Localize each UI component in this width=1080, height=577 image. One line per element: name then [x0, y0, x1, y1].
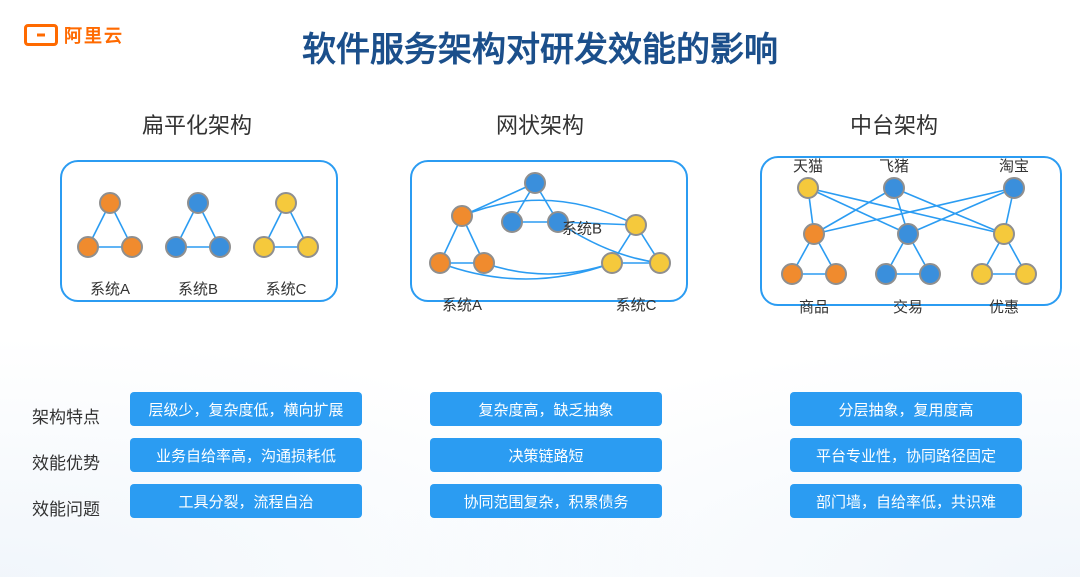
- graph-node: [601, 252, 623, 274]
- graph-node: [297, 236, 319, 258]
- graph-node: [993, 223, 1015, 245]
- graph-node: [825, 263, 847, 285]
- row-label-1: 效能优势: [32, 449, 100, 474]
- pill-r1-c2: 平台专业性，协同路径固定: [790, 438, 1022, 472]
- cluster-label: 系统B: [178, 278, 218, 299]
- cluster-label: 系统C: [616, 294, 657, 315]
- graph-node: [1015, 263, 1037, 285]
- graph-node: [473, 252, 495, 274]
- pill-r2-c2: 部门墙，自给率低，共识难: [790, 484, 1022, 518]
- pill-r2-c0: 工具分裂，流程自治: [130, 484, 362, 518]
- pill-r1-c0: 业务自给率高，沟通损耗低: [130, 438, 362, 472]
- graph-node: [99, 192, 121, 214]
- pill-r0-c2: 分层抽象，复用度高: [790, 392, 1022, 426]
- cluster-label: 优惠: [989, 296, 1019, 317]
- graph-node: [883, 177, 905, 199]
- pill-r0-c1: 复杂度高，缺乏抽象: [430, 392, 662, 426]
- cluster-label: 系统C: [266, 278, 307, 299]
- cluster-label: 商品: [799, 296, 829, 317]
- row-label-2: 效能问题: [32, 495, 100, 520]
- graph-node: [781, 263, 803, 285]
- graph-node: [897, 223, 919, 245]
- graph-node: [121, 236, 143, 258]
- graph-node: [275, 192, 297, 214]
- graph-node: [501, 211, 523, 233]
- graph-node: [797, 177, 819, 199]
- arch-panel-1: [410, 160, 688, 302]
- pill-r1-c1: 决策链路短: [430, 438, 662, 472]
- graph-node: [649, 252, 671, 274]
- pill-r2-c1: 协同范围复杂，积累债务: [430, 484, 662, 518]
- pill-r0-c0: 层级少，复杂度低，横向扩展: [130, 392, 362, 426]
- slide-title: 软件服务架构对研发效能的影响: [0, 22, 1080, 71]
- graph-node: [803, 223, 825, 245]
- column-title-2: 中台架构: [850, 108, 938, 140]
- cluster-label: 交易: [893, 296, 923, 317]
- cluster-label: 系统A: [442, 294, 482, 315]
- graph-node: [77, 236, 99, 258]
- graph-node: [625, 214, 647, 236]
- platform-top-label: 天猫: [793, 155, 823, 176]
- graph-node: [187, 192, 209, 214]
- graph-node: [875, 263, 897, 285]
- graph-node: [919, 263, 941, 285]
- cluster-label: 系统A: [90, 278, 130, 299]
- column-title-1: 网状架构: [496, 108, 584, 140]
- column-title-0: 扁平化架构: [142, 108, 252, 140]
- graph-node: [253, 236, 275, 258]
- graph-node: [1003, 177, 1025, 199]
- mesh-sysB-label: 系统B: [562, 218, 602, 239]
- graph-node: [429, 252, 451, 274]
- graph-node: [165, 236, 187, 258]
- graph-node: [524, 172, 546, 194]
- graph-node: [451, 205, 473, 227]
- graph-node: [209, 236, 231, 258]
- platform-top-label: 飞猪: [879, 155, 909, 176]
- graph-node: [971, 263, 993, 285]
- platform-top-label: 淘宝: [999, 155, 1029, 176]
- diagram-canvas: 扁平化架构 网状架构 中台架构系统A 系统B 系统C 系统A 系统C 系统B 天猫 飞猪 淘宝商品 交…: [0, 0, 1080, 577]
- row-label-0: 架构特点: [32, 403, 100, 428]
